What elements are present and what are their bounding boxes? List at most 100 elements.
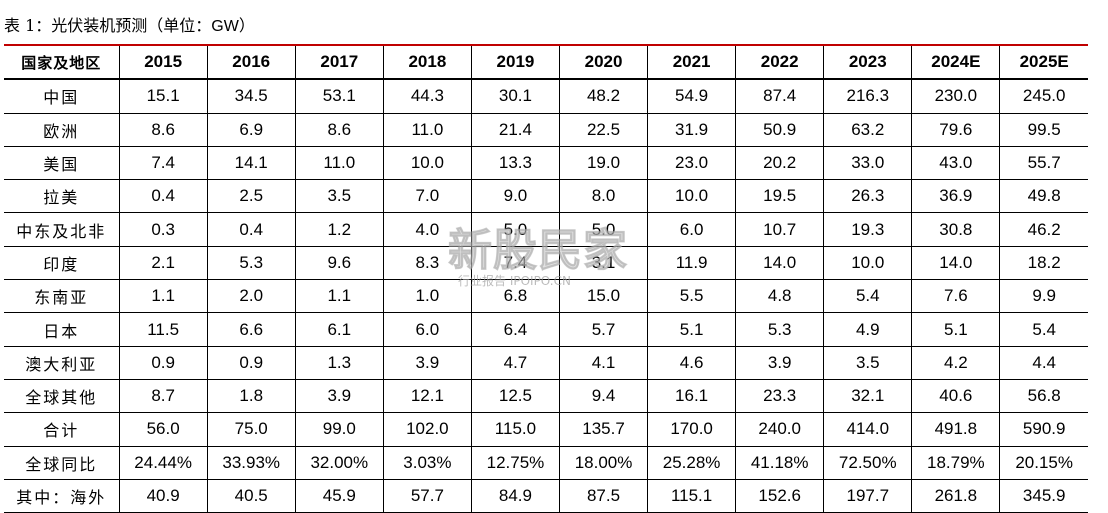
year-column-header: 2025E — [999, 45, 1088, 80]
table-cell: 7.4 — [470, 246, 560, 280]
table-cell: 135.7 — [558, 412, 648, 447]
table-cell: 19.3 — [823, 212, 912, 247]
table-cell: 45.9 — [294, 479, 384, 513]
region-label: 澳大利亚 — [25, 354, 98, 374]
table-row: 印度 2.1 5.3 9.6 8.3 7.4 3.1 11.9 14.0 10.0 14.0 18.2 — [4, 246, 1088, 280]
table-row: 日本 11.5 6.6 6.1 6.0 6.4 5.7 5.1 5.3 4.9 5.1 5.4 — [4, 312, 1088, 347]
region-label: 其中：海外 — [16, 488, 107, 507]
table-cell: 34.5 — [206, 79, 296, 114]
table-cell: 6.6 — [206, 312, 296, 347]
table-cell: 414.0 — [823, 412, 912, 447]
table-cell: 99.0 — [294, 412, 384, 447]
table-cell: 11.0 — [294, 146, 384, 180]
table-cell: 2.0 — [206, 279, 296, 313]
table-cell: 41.18% — [735, 446, 824, 480]
table-cell: 1.1 — [294, 279, 384, 313]
region-label: 印度 — [43, 254, 80, 274]
table-cell: 5.4 — [999, 312, 1088, 347]
caption-suffix: ） — [238, 16, 255, 35]
table-cell: 102.0 — [382, 412, 472, 447]
table-cell: 345.9 — [999, 479, 1088, 513]
year-column-header: 2016 — [206, 45, 296, 80]
table-cell: 54.9 — [647, 79, 736, 114]
table-cell: 87.5 — [558, 479, 648, 513]
table-cell: 170.0 — [647, 412, 736, 447]
caption-prefix: 表 1：光伏装机预测（单位： — [4, 16, 212, 35]
table-cell: 30.1 — [470, 79, 560, 114]
table-cell: 6.4 — [470, 312, 560, 347]
table-cell: 1.0 — [382, 279, 472, 313]
pv-installation-forecast-table: 国家及地区 2015 2016 2017 2018 2019 2020 2021 2022 20… — [4, 44, 1088, 513]
table-cell: 11.5 — [118, 312, 208, 347]
table-cell: 9.6 — [294, 246, 384, 280]
table-cell: 590.9 — [999, 412, 1088, 447]
region-label: 欧洲 — [43, 121, 80, 141]
table-row: 东南亚 1.1 2.0 1.1 1.0 6.8 15.0 5.5 4.8 5.4 7.6 9.9 — [4, 279, 1088, 313]
table-row: 欧洲 8.6 6.9 8.6 11.0 21.4 22.5 31.9 50.9 63.2 79.6 9… — [4, 113, 1088, 147]
region-label: 全球其他 — [25, 388, 98, 408]
table-cell: 5.1 — [911, 312, 1000, 347]
table-cell: 11.9 — [647, 246, 736, 280]
table-cell: 3.9 — [294, 379, 384, 413]
table-cell: 12.1 — [382, 379, 472, 413]
table-cell: 12.5 — [470, 379, 560, 413]
table-cell: 15.1 — [118, 79, 208, 114]
year-column-header: 2023 — [823, 45, 912, 80]
region-label: 日本 — [43, 321, 80, 341]
caption-unit: GW — [211, 18, 239, 35]
table-cell: 5.5 — [647, 279, 736, 313]
table-cell: 26.3 — [823, 179, 912, 213]
table-cell: 115.0 — [470, 412, 560, 447]
table-cell: 2.5 — [206, 179, 296, 213]
table-cell: 9.9 — [999, 279, 1088, 313]
table-cell: 152.6 — [735, 479, 824, 513]
table-cell: 8.0 — [558, 179, 648, 213]
table-cell: 20.15% — [999, 446, 1088, 480]
table-cell: 1.1 — [118, 279, 208, 313]
region-label: 拉美 — [43, 188, 80, 208]
year-column-header: 2022 — [735, 45, 824, 80]
table-cell: 19.5 — [735, 179, 824, 213]
table-cell: 6.9 — [206, 113, 296, 147]
table-cell: 20.2 — [735, 146, 824, 180]
table-cell: 55.7 — [999, 146, 1088, 180]
table-caption: 表 1：光伏装机预测（单位：GW） — [4, 16, 255, 37]
table-cell: 56.8 — [999, 379, 1088, 413]
table-cell: 36.9 — [911, 179, 1000, 213]
table-cell: 5.7 — [558, 312, 648, 347]
table-cell: 87.4 — [735, 79, 824, 114]
table-cell: 32.1 — [823, 379, 912, 413]
table-cell: 7.0 — [382, 179, 472, 213]
table-cell: 3.9 — [382, 346, 472, 380]
table-cell: 4.0 — [382, 212, 472, 247]
table-cell: 261.8 — [911, 479, 1000, 513]
table-cell: 8.6 — [118, 113, 208, 147]
table-cell: 4.6 — [647, 346, 736, 380]
table-cell: 18.79% — [911, 446, 1000, 480]
region-label: 中东及北非 — [16, 221, 107, 241]
region-label: 东南亚 — [34, 288, 89, 308]
table-cell: 1.3 — [294, 346, 384, 380]
table-cell: 5.3 — [206, 246, 296, 280]
table-cell: 13.3 — [470, 146, 560, 180]
table-row: 中国 15.1 34.5 53.1 44.3 30.1 48.2 54.9 87.4 216.3 2… — [4, 79, 1088, 114]
table-cell: 5.4 — [823, 279, 912, 313]
table-row: 美国 7.4 14.1 11.0 10.0 13.3 19.0 23.0 20.2 33.0 43.… — [4, 146, 1088, 180]
table-cell: 23.0 — [647, 146, 736, 180]
table-cell: 245.0 — [999, 79, 1088, 114]
table-cell: 0.3 — [118, 212, 208, 247]
table-row: 合计 56.0 75.0 99.0 102.0 115.0 135.7 170.0 240.0 4… — [4, 412, 1088, 447]
table-cell: 5.0 — [558, 212, 648, 247]
table-body: 中国 15.1 34.5 53.1 44.3 30.1 48.2 54.9 87.4 216.3 2… — [4, 79, 1088, 513]
table-row: 其中：海外 40.9 40.5 45.9 57.7 84.9 87.5 115.1 152.6 1… — [4, 479, 1088, 513]
table-cell: 18.00% — [558, 446, 648, 480]
table-cell: 46.2 — [999, 212, 1088, 247]
table-cell: 56.0 — [118, 412, 208, 447]
table-cell: 44.3 — [382, 79, 472, 114]
table-cell: 6.0 — [647, 212, 736, 247]
table-cell: 7.6 — [911, 279, 1000, 313]
region-label: 中国 — [43, 88, 80, 108]
table-cell: 49.8 — [999, 179, 1088, 213]
table-cell: 23.3 — [735, 379, 824, 413]
table-cell: 8.7 — [118, 379, 208, 413]
